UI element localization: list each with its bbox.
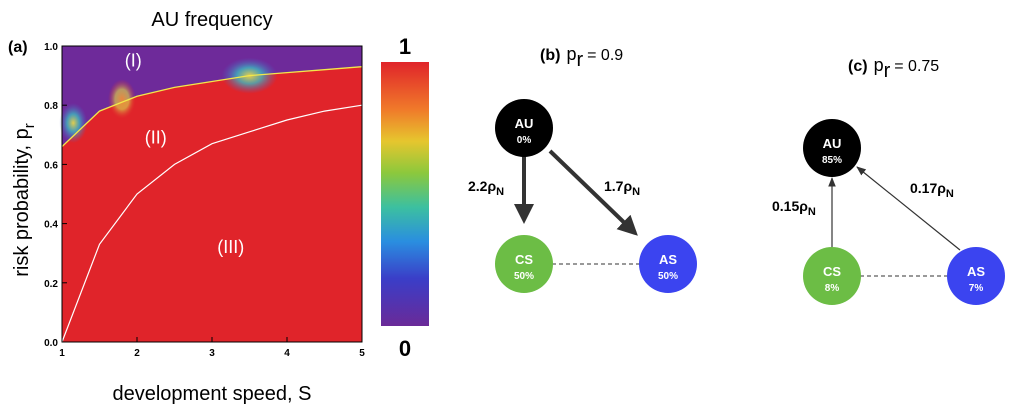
panel-c-label: (c) (848, 58, 868, 75)
node-b-au: AU 0% (495, 99, 553, 157)
node-c-as: AS 7% (947, 247, 1005, 305)
y-axis-label: risk probability, pr (11, 123, 38, 277)
node-b-as-pct: 50% (658, 271, 678, 282)
node-b-as-name: AS (659, 252, 677, 267)
region-label: (I) (125, 51, 142, 71)
node-b-as: AS 50% (639, 235, 697, 293)
node-c-au: AU 85% (803, 119, 861, 177)
edge-c-as-au (856, 166, 961, 251)
region-label: (II) (145, 128, 167, 148)
x-tick-label: 5 (359, 348, 365, 359)
edge-b-au-as-label: 1.7ρN (604, 178, 640, 198)
panel-a-title: AU frequency (151, 9, 272, 31)
node-c-as-name: AS (967, 264, 985, 279)
node-c-au-name: AU (823, 136, 842, 151)
panel-b-param-p: p (566, 44, 576, 64)
region-label: (III) (217, 237, 244, 257)
y-axis-label-sub: r (21, 123, 38, 128)
y-tick-label: 0.0 (44, 338, 58, 349)
panel-c-param-sub: r (884, 60, 891, 82)
edge-b-au-cs-label: 2.2ρN (468, 178, 504, 198)
edge-b-au-cs-coef: 2.2ρ (468, 178, 496, 194)
panel-b-param-sub: r (576, 49, 583, 71)
y-axis-label-main: risk probability, p (11, 128, 33, 277)
node-b-au-name: AU (515, 116, 534, 131)
node-c-cs-name: CS (823, 264, 841, 279)
edge-c-as-au-sub: N (946, 188, 954, 200)
boundary-lower-line (61, 104, 363, 343)
y-tick-label: 0.8 (44, 101, 58, 112)
heatmap-region-low (62, 46, 362, 147)
node-b-au-circle (495, 99, 553, 157)
panel-b-title: (b) pr = 0.9 (540, 44, 623, 71)
colorbar-min-label: 0 (399, 336, 411, 361)
edge-b-au-as (548, 149, 638, 236)
edge-c-cs-au-sub: N (808, 206, 816, 218)
node-b-as-circle (639, 235, 697, 293)
y-tick-label: 0.6 (44, 160, 58, 171)
panel-c-title: (c) pr = 0.75 (848, 55, 939, 82)
node-c-cs-pct: 8% (825, 283, 840, 294)
x-tick-label: 2 (134, 348, 140, 359)
colorbar-max-label: 1 (399, 34, 411, 59)
x-tick-label: 4 (284, 348, 290, 359)
panel-c-param-p: p (874, 55, 884, 75)
edge-b-au-as-sub: N (632, 186, 640, 198)
edge-c-cs-au-coef: 0.15ρ (772, 198, 808, 214)
node-b-cs-name: CS (515, 252, 533, 267)
node-b-cs: CS 50% (495, 235, 553, 293)
edge-c-as-au-coef: 0.17ρ (910, 180, 946, 196)
transition-blob-2 (108, 79, 136, 120)
x-axis-label: development speed, S (112, 383, 311, 405)
edge-c-as-au-label: 0.17ρN (910, 180, 954, 200)
node-b-au-pct: 0% (517, 135, 532, 146)
colorbar (381, 62, 429, 326)
panel-b-param-value: = 0.9 (587, 47, 623, 64)
y-tick-label: 0.2 (44, 279, 58, 290)
panel-c-param-value: = 0.75 (894, 58, 939, 75)
panel-a-label: (a) (8, 39, 28, 56)
node-c-au-pct: 85% (822, 155, 842, 166)
node-c-cs-circle (803, 247, 861, 305)
transition-blob-1 (59, 102, 88, 143)
y-tick-label: 0.4 (44, 220, 58, 231)
edge-b-au-as-coef: 1.7ρ (604, 178, 632, 194)
boundary-upper-line (61, 66, 363, 148)
node-c-cs: CS 8% (803, 247, 861, 305)
node-c-as-circle (947, 247, 1005, 305)
edge-b-au-cs-sub: N (496, 186, 504, 198)
x-tick-label: 1 (59, 348, 65, 359)
x-tick-label: 3 (209, 348, 215, 359)
node-b-cs-circle (495, 235, 553, 293)
heatmap-plot: 1 2 3 4 5 0.0 0.2 0.4 0.6 0.8 1.0 (I) (II) (III) (44, 42, 365, 359)
node-c-as-pct: 7% (969, 283, 984, 294)
node-c-au-circle (803, 119, 861, 177)
node-b-cs-pct: 50% (514, 271, 534, 282)
edge-c-cs-au-label: 0.15ρN (772, 198, 816, 218)
panel-b-label: (b) (540, 47, 560, 64)
y-tick-label: 1.0 (44, 42, 58, 53)
